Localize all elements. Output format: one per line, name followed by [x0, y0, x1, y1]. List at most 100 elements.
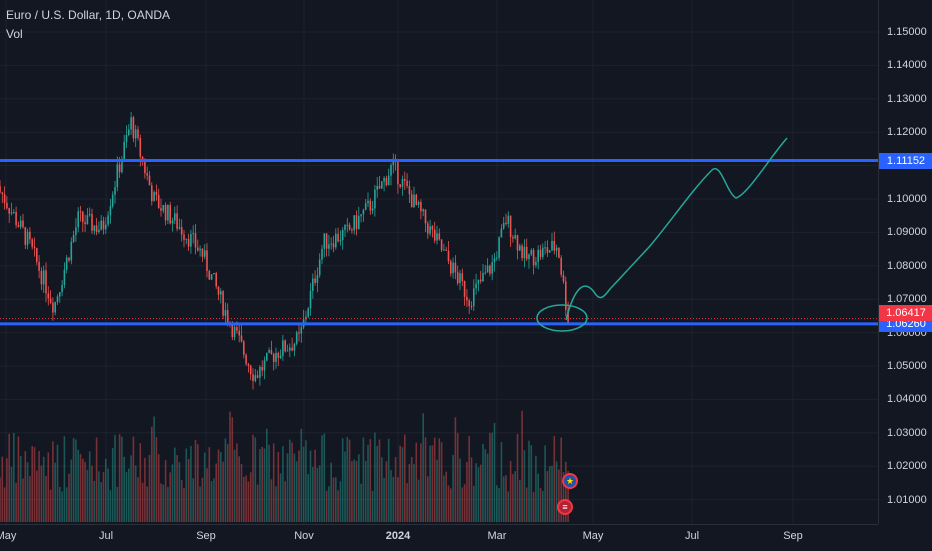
volume-bar [98, 471, 100, 522]
volume-bar [238, 456, 240, 522]
time-tick-label: Sep [196, 530, 216, 542]
volume-bar [220, 452, 222, 522]
candle [65, 257, 68, 270]
us-flag-icon[interactable]: ≡ [557, 499, 573, 515]
candle [185, 238, 188, 240]
time-scale[interactable]: May Jul Sep Nov 2024 Mar May Jul Sep [0, 524, 878, 551]
candle [266, 352, 268, 361]
volume-bar [229, 411, 231, 522]
price-scale[interactable]: 1.150001.140001.130001.120001.110001.100… [878, 0, 932, 524]
volume-bar [387, 438, 390, 522]
candle [351, 229, 353, 231]
candle [427, 223, 429, 234]
volume-bar [456, 432, 459, 522]
volume-bar [268, 444, 270, 522]
candle [509, 215, 512, 238]
candle [399, 184, 401, 187]
candle [157, 194, 160, 209]
candle [1, 192, 4, 195]
volume-bar [459, 458, 461, 522]
volume-bar [410, 457, 413, 522]
candle [355, 215, 358, 229]
volume-bar [514, 471, 516, 522]
candle [286, 350, 289, 352]
volume-bar [100, 482, 102, 522]
candle [295, 332, 298, 344]
volume-bar [537, 473, 539, 522]
candle [408, 186, 411, 195]
volume-bar [473, 485, 475, 522]
candle [247, 364, 250, 366]
volume-bar [417, 479, 420, 522]
volume-bar [29, 476, 31, 522]
eu-flag-icon[interactable]: ★ [562, 473, 578, 489]
volume-bar [353, 459, 355, 522]
candle [178, 227, 181, 229]
volume-bar [507, 491, 510, 522]
chart-area[interactable]: Euro / U.S. Dollar, 1D, OANDA Vol ★ ≡ [0, 0, 878, 524]
candle [431, 226, 434, 230]
candle [436, 233, 438, 241]
candle [551, 240, 553, 251]
candle [70, 241, 73, 261]
circle-drawing[interactable] [536, 304, 588, 332]
candle [470, 306, 473, 308]
volume-bar [121, 436, 123, 522]
candle [88, 214, 91, 216]
candle [3, 194, 6, 203]
candle [68, 257, 70, 261]
candle [79, 211, 82, 213]
volume-bar [33, 447, 36, 522]
volume-bar [146, 486, 148, 522]
candle [385, 177, 388, 186]
volume-bar [431, 445, 434, 522]
volume-bar [330, 462, 332, 522]
volume-bar [155, 437, 158, 522]
price-chart[interactable] [0, 0, 878, 524]
candle [171, 220, 174, 224]
volume-bar [249, 472, 252, 522]
candle [528, 254, 530, 260]
candle [309, 290, 312, 309]
volume-bar [452, 454, 454, 522]
volume-bar [125, 471, 128, 522]
volume-bar [454, 417, 457, 522]
volume-bar [420, 443, 422, 522]
candle [10, 212, 13, 214]
candle [137, 129, 139, 139]
volume-bar [213, 478, 215, 522]
volume-bar [254, 437, 257, 522]
price-tick-label: 1.05000 [887, 360, 927, 372]
volume-bar [203, 452, 206, 522]
volume-bar [70, 459, 73, 522]
candle [192, 233, 194, 235]
candle [456, 272, 459, 284]
volume-bar [10, 466, 13, 522]
candle [45, 270, 47, 294]
volume-bar [461, 487, 464, 522]
candle [100, 220, 102, 230]
volume-bar [525, 487, 528, 522]
volume-bar [355, 460, 358, 522]
volume-bar [123, 456, 125, 522]
candle [433, 229, 436, 241]
candle [59, 292, 61, 297]
volume-bar [323, 433, 326, 522]
candle [364, 203, 367, 210]
volume-bar [26, 462, 29, 522]
candle [224, 310, 227, 316]
volume-bar [484, 449, 487, 522]
volume-bar [392, 476, 395, 522]
candle [475, 283, 477, 289]
projection-drawing[interactable] [565, 137, 788, 321]
candle [268, 350, 270, 353]
volume-bar [279, 473, 282, 522]
volume-bar [335, 477, 337, 522]
volume-bar [553, 435, 556, 522]
candle [565, 281, 567, 310]
candle [530, 250, 533, 255]
volume-bar [252, 434, 254, 522]
volume-bar [197, 444, 199, 522]
candle [335, 233, 337, 248]
candle [482, 273, 484, 282]
